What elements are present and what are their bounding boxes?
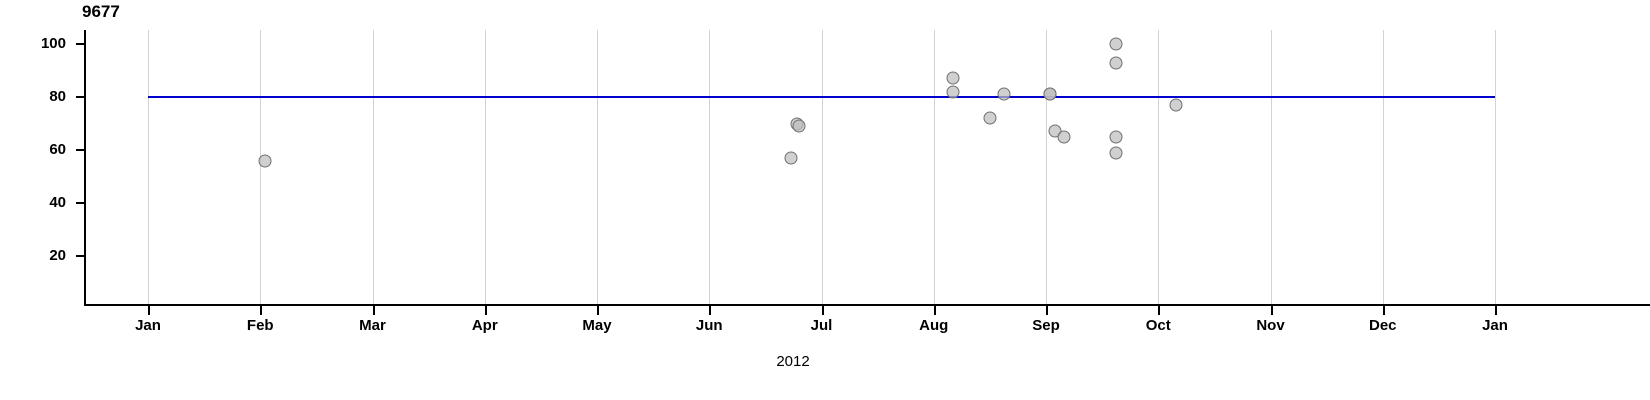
x-axis-title-text: 2012 xyxy=(776,353,810,370)
gridline-jan-12 xyxy=(1495,30,1496,304)
gridline-may-4 xyxy=(597,30,598,304)
y-tick-label-60: 60 xyxy=(49,141,66,158)
data-point xyxy=(258,154,272,168)
x-tick-12 xyxy=(1495,306,1497,315)
gridline-oct-9 xyxy=(1158,30,1160,304)
x-tick-9 xyxy=(1158,306,1161,315)
x-tick-5 xyxy=(709,306,712,315)
y-tick-80 xyxy=(76,96,85,98)
x-tick-label-jan-12: Jan xyxy=(1482,317,1508,334)
x-tick-label-aug-7: Aug xyxy=(919,317,949,334)
data-point xyxy=(792,119,806,133)
y-tick-20 xyxy=(76,255,85,257)
x-tick-2 xyxy=(372,306,375,315)
x-axis-line xyxy=(84,304,1650,306)
x-tick-7 xyxy=(933,306,936,315)
x-tick-label-may-4: May xyxy=(582,317,612,334)
x-tick-10 xyxy=(1270,306,1273,315)
data-point xyxy=(983,111,997,125)
x-tick-label-apr-3: Apr xyxy=(471,317,498,334)
data-point xyxy=(1109,130,1123,144)
gridline-jul-6 xyxy=(821,30,823,304)
y-tick-60 xyxy=(76,149,85,151)
x-tick-label-mar-2: Mar xyxy=(359,317,386,334)
data-point xyxy=(1109,146,1123,160)
reference-line xyxy=(148,96,1495,98)
gridline-dec-11 xyxy=(1382,30,1384,304)
gridline-apr-3 xyxy=(484,30,486,304)
y-tick-label-20: 20 xyxy=(49,247,66,264)
gridline-aug-7 xyxy=(933,30,935,304)
data-point xyxy=(1109,37,1123,51)
data-point xyxy=(784,151,798,165)
x-axis-title: 2012 xyxy=(0,353,1650,370)
x-tick-0 xyxy=(148,306,150,315)
gridline-mar-2 xyxy=(372,30,374,304)
x-tick-label-sep-8: Sep xyxy=(1032,317,1060,334)
y-axis-line xyxy=(84,30,86,305)
gridline-jun-5 xyxy=(709,30,711,304)
data-point xyxy=(1109,56,1123,70)
x-tick-6 xyxy=(821,306,824,315)
x-tick-label-nov-10: Nov xyxy=(1256,317,1285,334)
x-tick-8 xyxy=(1046,306,1048,315)
data-point xyxy=(1169,98,1183,112)
y-tick-40 xyxy=(76,202,85,204)
x-tick-label-oct-9: Oct xyxy=(1145,317,1171,334)
y-tick-label-40: 40 xyxy=(49,194,66,211)
x-tick-label-feb-1: Feb xyxy=(246,317,274,334)
data-point xyxy=(946,71,960,85)
x-tick-label-jul-6: Jul xyxy=(810,317,833,334)
x-tick-label-dec-11: Dec xyxy=(1368,317,1397,334)
y-tick-100 xyxy=(76,43,85,45)
data-point xyxy=(1043,87,1057,101)
gridline-sep-8 xyxy=(1046,30,1047,304)
gridline-feb-1 xyxy=(260,30,262,304)
data-point xyxy=(997,87,1011,101)
x-tick-3 xyxy=(484,306,487,315)
x-tick-label-jan-0: Jan xyxy=(135,317,161,334)
x-tick-11 xyxy=(1382,306,1385,315)
x-tick-label-jun-5: Jun xyxy=(695,317,723,334)
y-tick-label-100: 100 xyxy=(40,35,66,52)
x-tick-4 xyxy=(597,306,599,315)
gridline-jan-0 xyxy=(148,30,149,304)
data-point xyxy=(1057,130,1071,144)
y-tick-label-80: 80 xyxy=(49,88,66,105)
chart-title: 9677 xyxy=(82,2,120,21)
x-tick-1 xyxy=(260,306,263,315)
gridline-nov-10 xyxy=(1270,30,1272,304)
data-point xyxy=(946,85,960,99)
